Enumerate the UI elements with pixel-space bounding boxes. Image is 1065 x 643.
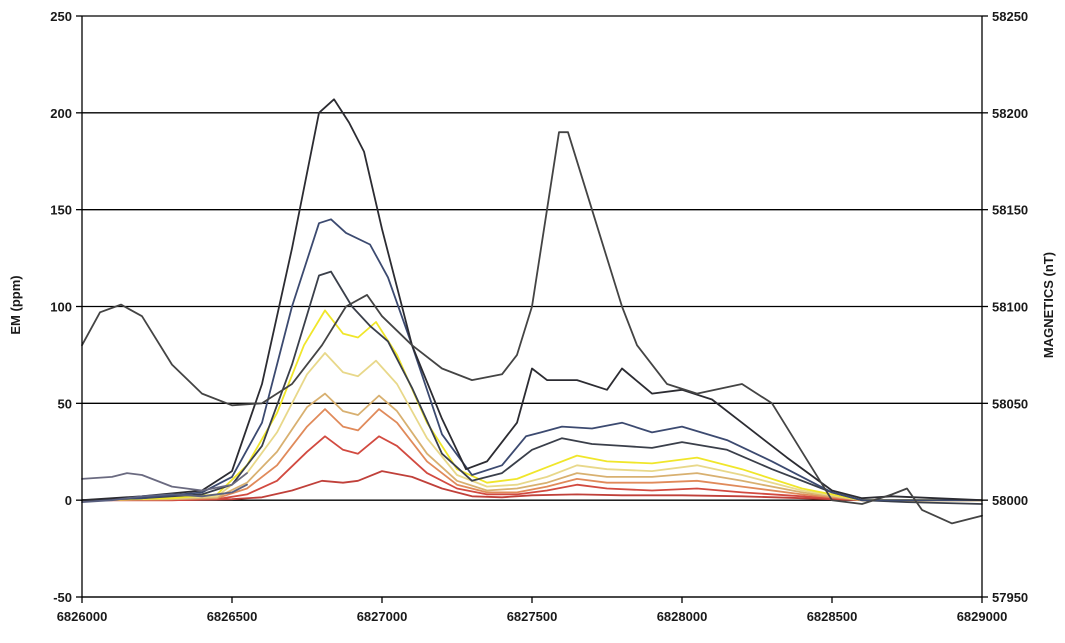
right-tick-label: 58150 — [992, 203, 1028, 218]
left-tick-label: 0 — [65, 493, 72, 508]
series-line-6 — [81, 309, 983, 502]
series-line-7 — [81, 270, 983, 505]
x-tick-label: 6826500 — [207, 609, 258, 624]
left-tick-label: 100 — [50, 300, 72, 315]
right-tick-label: 58200 — [992, 106, 1028, 121]
x-tick-label: 6827000 — [357, 609, 408, 624]
right-tick-label: 58000 — [992, 493, 1028, 508]
right-tick-label: 58100 — [992, 300, 1028, 315]
x-tick-label: 6829000 — [957, 609, 1008, 624]
left-tick-label: 200 — [50, 106, 72, 121]
gridlines — [82, 15, 982, 598]
series-line-1 — [81, 470, 983, 502]
series-line-2 — [81, 435, 983, 502]
x-tick-label: 6827500 — [507, 609, 558, 624]
series-line-4 — [81, 392, 983, 502]
series-line-5 — [81, 352, 983, 502]
x-tick-label: 6828500 — [807, 609, 858, 624]
series-line-9 — [81, 98, 983, 502]
right-axis-title: MAGNETICS (nT) — [1041, 252, 1056, 358]
right-tick-label: 58250 — [992, 9, 1028, 24]
left-tick-label: -50 — [53, 590, 72, 605]
left-axis-title: EM (ppm) — [8, 275, 23, 334]
left-tick-label: 150 — [50, 203, 72, 218]
x-tick-label: 6826000 — [57, 609, 108, 624]
left-tick-label: 250 — [50, 9, 72, 24]
series-line-10 — [81, 131, 983, 525]
series-line-11 — [81, 472, 248, 492]
left-tick-label: 50 — [58, 396, 72, 411]
tick-labels: -50 0 50 100 150 200 250 57950 58000 58050 58100 58… — [50, 9, 1028, 624]
axes — [76, 15, 988, 603]
series-line-3 — [81, 408, 983, 502]
x-tick-label: 6828000 — [657, 609, 708, 624]
series-line-12 — [81, 483, 248, 503]
right-tick-label: 57950 — [992, 590, 1028, 605]
right-tick-label: 58050 — [992, 396, 1028, 411]
series-group — [81, 98, 983, 525]
series-line-8 — [81, 218, 983, 502]
